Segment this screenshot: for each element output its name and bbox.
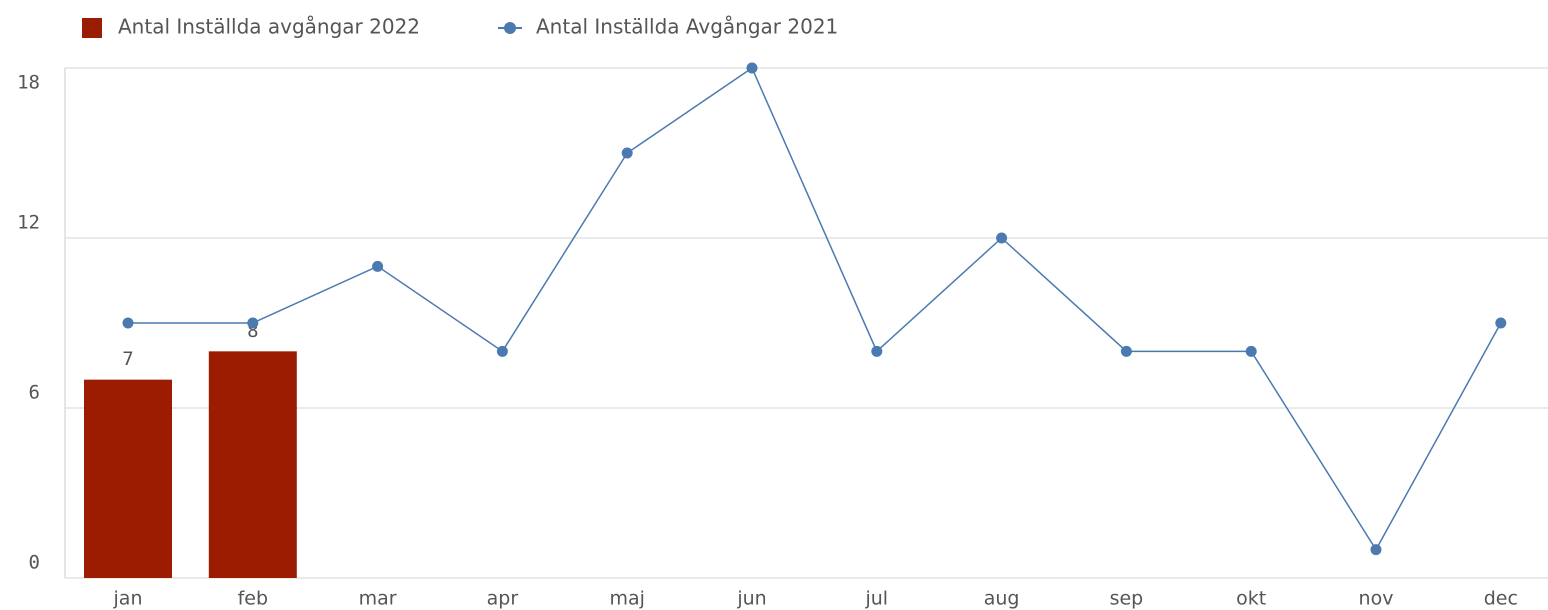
x-tick-label: dec <box>1484 588 1518 610</box>
legend-swatch <box>82 18 102 38</box>
point <box>1120 345 1132 357</box>
point <box>621 147 633 159</box>
y-tick-label: 18 <box>17 72 40 94</box>
bar <box>84 379 172 578</box>
x-tick-label: aug <box>984 588 1020 610</box>
y-tick-label: 0 <box>29 552 40 574</box>
point <box>372 260 384 272</box>
x-tick-label: sep <box>1110 588 1144 610</box>
x-tick-label: mar <box>359 588 397 610</box>
legend-swatch <box>504 22 516 34</box>
point <box>1370 544 1382 556</box>
point <box>496 345 508 357</box>
x-tick-label: jan <box>113 588 143 610</box>
legend-label: Antal Inställda avgångar 2022 <box>118 15 420 39</box>
x-tick-label: okt <box>1236 588 1266 610</box>
y-tick-label: 6 <box>29 382 40 404</box>
point <box>122 317 134 329</box>
point <box>871 345 883 357</box>
x-tick-label: jul <box>864 588 888 610</box>
x-tick-label: apr <box>487 588 519 610</box>
bar <box>208 351 297 578</box>
point <box>996 232 1008 244</box>
data-label: 7 <box>122 348 133 370</box>
point <box>1245 345 1257 357</box>
point <box>1495 317 1507 329</box>
x-tick-label: jun <box>736 588 766 610</box>
x-tick-label: maj <box>609 588 644 610</box>
x-tick-label: feb <box>238 588 268 610</box>
line <box>128 66 1502 552</box>
y-tick-label: 12 <box>17 212 40 234</box>
point <box>247 317 259 329</box>
x-tick-label: nov <box>1359 588 1394 610</box>
legend-label: Antal Inställda Avgångar 2021 <box>536 15 838 39</box>
point <box>746 62 758 74</box>
data-label: 8 <box>247 320 258 342</box>
